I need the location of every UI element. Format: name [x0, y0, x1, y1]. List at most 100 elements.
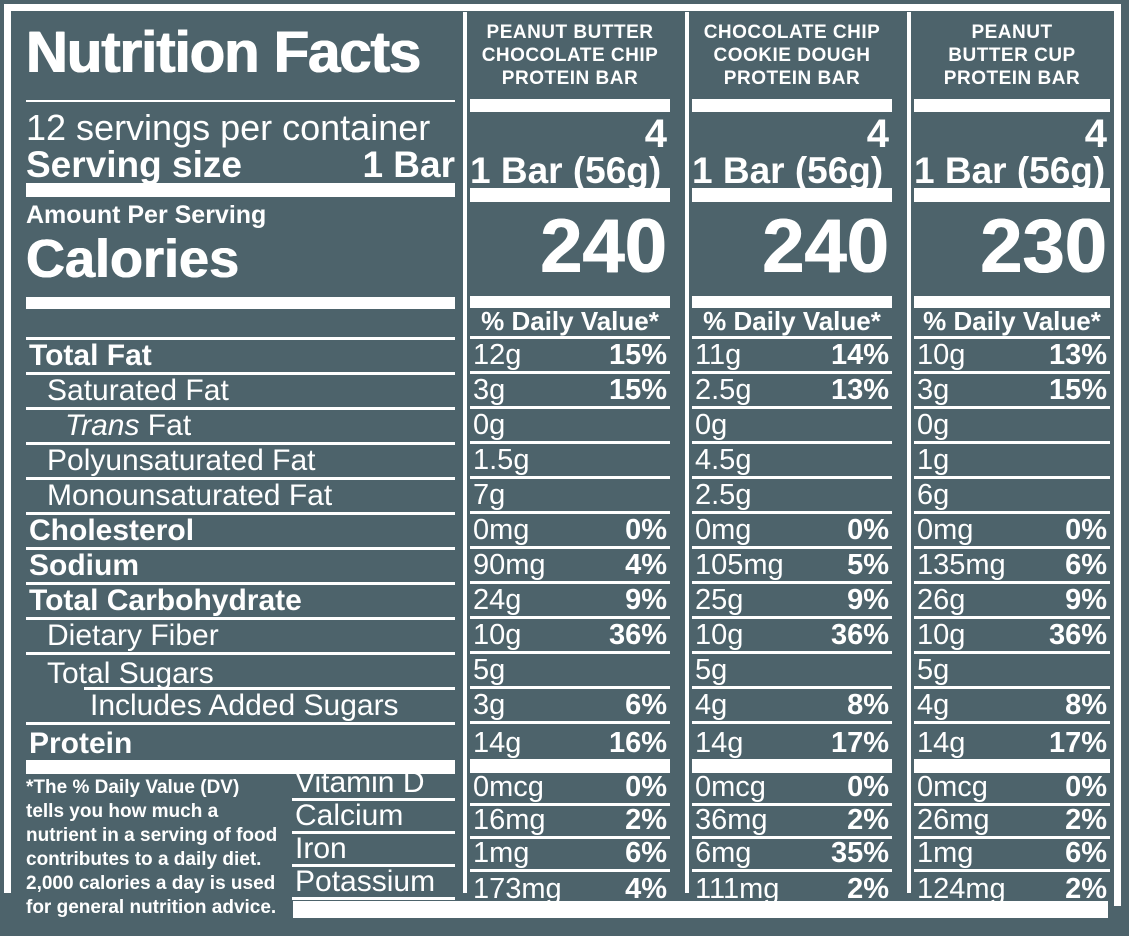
nutrient-label-row: Trans Fat: [26, 410, 455, 445]
nutrient-label: Sodium: [29, 549, 139, 582]
nutrient-amount: 3g: [473, 689, 506, 721]
vitamin-daily-value: 2%: [847, 873, 889, 905]
serving-size-generic-value: 1 Bar: [362, 144, 455, 185]
section-divider-bar: [692, 188, 892, 202]
nutrient-daily-value: 15%: [1048, 374, 1107, 406]
nutrient-value-row: 135mg 6%: [914, 549, 1110, 584]
nutrient-label: Cholesterol: [29, 514, 195, 547]
calories-value: 240: [540, 204, 667, 289]
product-name-line: PROTEIN BAR: [943, 68, 1081, 89]
servings-per-container-value: 4: [644, 112, 667, 156]
nutrient-value-row: 0g: [470, 409, 670, 444]
vitamin-amount: 111mg: [695, 873, 780, 905]
section-divider-bar: [470, 188, 670, 202]
nutrient-value-row: 2.5g: [692, 479, 892, 514]
nutrient-label: Monounsaturated Fat: [47, 479, 333, 512]
nutrient-amount: 14g: [473, 727, 522, 759]
nutrient-value-row: 3g 15%: [914, 374, 1110, 409]
serving-size-value: 1 Bar (56g): [914, 150, 1106, 191]
divider-bar: [470, 296, 670, 308]
calories-value: 240: [762, 204, 889, 289]
product-name-line: PEANUT BUTTER: [486, 22, 654, 43]
serving-size-label: Serving size: [26, 144, 242, 185]
nutrient-daily-value: 9%: [847, 584, 889, 616]
nutrient-amount: 3g: [917, 374, 950, 406]
nutrient-label: Total Sugars: [47, 657, 214, 690]
vitamin-amount: 0mcg: [917, 771, 988, 803]
nutrient-label-list: Total Fat Saturated Fat Trans Fat Polyunsat…: [26, 340, 455, 760]
vitamin-amount: 124mg: [917, 873, 1006, 905]
vitamin-daily-value: 2%: [1065, 873, 1107, 905]
nutrient-amount: 4g: [695, 689, 728, 721]
nutrient-value-row: 0mg 0%: [470, 514, 670, 549]
nutrient-daily-value: 0%: [847, 514, 889, 546]
section-divider-bar: [26, 760, 455, 774]
nutrient-value-row: 10g 13%: [914, 339, 1110, 374]
divider-bar: [26, 297, 455, 309]
product-name-line: COOKIE DOUGH: [713, 45, 871, 66]
nutrient-amount: 90mg: [473, 549, 546, 581]
nutrient-label: Protein: [29, 727, 133, 760]
nutrient-value-row: 14g 16%: [470, 724, 670, 759]
vitamin-amount: 0mcg: [473, 771, 544, 803]
nutrient-daily-value: 36%: [608, 619, 667, 651]
nutrient-label-row: Polyunsaturated Fat: [26, 445, 455, 480]
section-divider-bar: [914, 188, 1110, 202]
vitamin-value-row: 124mg 2%: [914, 872, 1110, 905]
nutrient-amount: 12g: [473, 339, 522, 371]
nutrient-daily-value: 36%: [1048, 619, 1107, 651]
vitamin-amount: 1mg: [473, 837, 530, 869]
divider-bar: [914, 296, 1110, 308]
nutrient-label: Dietary Fiber: [47, 619, 219, 652]
vitamin-value-row: 6mg 35%: [692, 839, 892, 872]
nutrient-label-row: Total Carbohydrate: [26, 585, 455, 620]
nutrient-value-row: 24g 9%: [470, 584, 670, 619]
nutrient-daily-value: 17%: [830, 727, 889, 759]
nutrient-value-row: 90mg 4%: [470, 549, 670, 584]
product-name: CHOCOLATE CHIP COOKIE DOUGH PROTEIN BAR: [692, 16, 892, 99]
nutrient-label-row: Sodium: [26, 550, 455, 585]
vitamin-amount: 173mg: [473, 873, 562, 905]
vitamin-value-row: 0mcg 0%: [470, 773, 670, 806]
nutrient-amount: 6g: [917, 479, 950, 511]
nutrient-amount: 7g: [473, 479, 506, 511]
nutrient-amount: 0g: [473, 409, 506, 441]
nutrition-facts-title: Nutrition Facts: [26, 20, 421, 85]
vitamin-label-list: Vitamin D Calcium Iron Potassium: [292, 768, 455, 900]
vitamin-value-row: 1mg 6%: [470, 839, 670, 872]
nutrient-value-row: 10g 36%: [914, 619, 1110, 654]
footnote-line: contributes to a daily diet.: [26, 849, 262, 870]
nutrient-amount: 0g: [917, 409, 950, 441]
nutrient-label-row: Includes Added Sugars: [26, 690, 455, 725]
footnote-line: 2,000 calories a day is used: [26, 873, 276, 894]
vitamin-amount: 16mg: [473, 804, 546, 836]
nutrient-amount: 11g: [695, 339, 742, 371]
nutrient-value-row: 2.5g 13%: [692, 374, 892, 409]
nutrient-label: Total Fat: [29, 339, 152, 372]
label-column: Nutrition Facts 12 servings per containe…: [26, 16, 455, 774]
vitamin-amount: 26mg: [917, 804, 990, 836]
nutrient-label: Fat: [139, 409, 192, 442]
nutrient-amount: 3g: [473, 374, 506, 406]
section-divider-bar: [914, 759, 1110, 773]
nutrient-value-row: 5g: [914, 654, 1110, 689]
nutrient-value-row: 10g 36%: [470, 619, 670, 654]
nutrient-daily-value: 4%: [625, 549, 667, 581]
nutrient-value-row: 14g 17%: [914, 724, 1110, 759]
vitamin-label-row: Potassium: [292, 867, 455, 900]
nutrient-value-row: 0g: [914, 409, 1110, 444]
divider-line: [26, 100, 455, 102]
nutrient-amount: 4g: [917, 689, 950, 721]
nutrient-value-row: 5g: [692, 654, 892, 689]
nutrient-amount: 5g: [917, 654, 950, 686]
nutrient-label-row: Dietary Fiber: [26, 620, 455, 655]
nutrient-label-row: Protein: [26, 725, 455, 760]
nutrient-label-row: Cholesterol: [26, 515, 455, 550]
nutrient-value-row: 4g 8%: [914, 689, 1110, 724]
divider-bar: [692, 296, 892, 308]
nutrient-value-row: 105mg 5%: [692, 549, 892, 584]
nutrient-daily-value: 15%: [608, 339, 667, 371]
vitamin-amount: 1mg: [917, 837, 974, 869]
nutrient-label: Polyunsaturated Fat: [47, 444, 316, 477]
nutrient-value-row: 11g 14%: [692, 339, 892, 374]
